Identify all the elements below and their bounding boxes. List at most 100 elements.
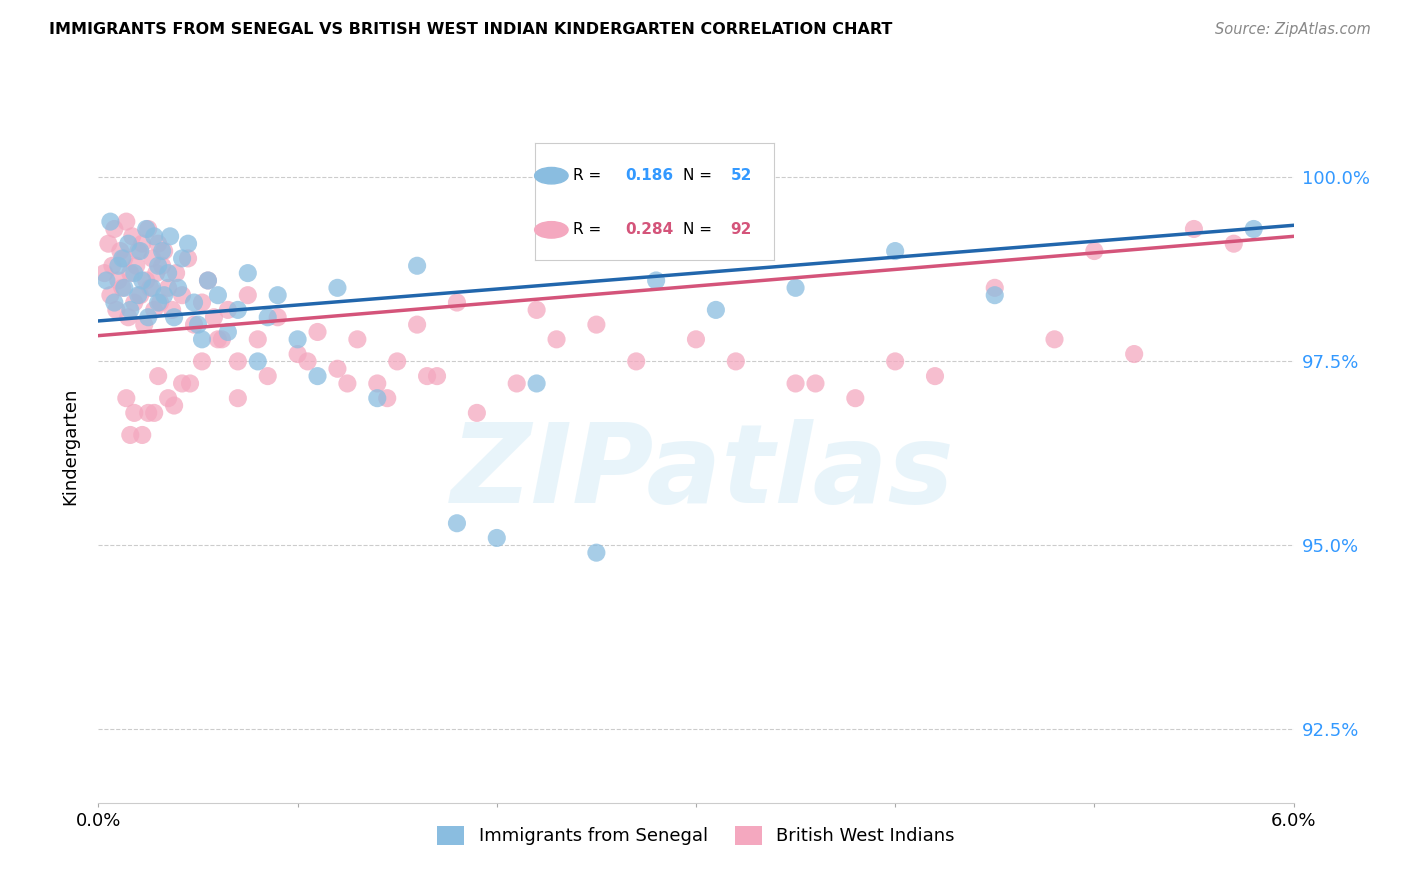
Point xyxy=(107,259,129,273)
Point xyxy=(785,376,807,391)
Text: Source: ZipAtlas.com: Source: ZipAtlas.com xyxy=(1215,22,1371,37)
Point xyxy=(202,310,225,325)
Point xyxy=(236,288,259,302)
Point xyxy=(145,266,167,280)
Point xyxy=(134,318,156,332)
Point xyxy=(785,281,807,295)
Point xyxy=(585,318,607,332)
Point xyxy=(267,310,290,325)
Point xyxy=(685,332,707,346)
Point xyxy=(226,391,249,405)
Point xyxy=(136,406,159,420)
Point xyxy=(110,244,132,258)
Point xyxy=(153,288,176,302)
Point xyxy=(585,546,607,560)
Point xyxy=(148,259,170,273)
Point xyxy=(107,273,129,287)
Point xyxy=(984,281,1007,295)
Point xyxy=(297,354,319,368)
Point xyxy=(112,281,135,295)
Point xyxy=(416,369,439,384)
Point xyxy=(112,252,135,266)
Point xyxy=(179,376,201,391)
Point xyxy=(143,302,166,317)
Point xyxy=(157,391,180,405)
Point xyxy=(217,302,239,317)
Point xyxy=(124,295,146,310)
Point xyxy=(98,214,122,228)
Point xyxy=(96,273,118,287)
Point xyxy=(645,273,668,287)
Y-axis label: Kindergarten: Kindergarten xyxy=(62,387,80,505)
Point xyxy=(157,281,180,295)
Point xyxy=(97,236,120,251)
Point xyxy=(426,369,449,384)
Point xyxy=(117,310,139,325)
Point xyxy=(1243,222,1265,236)
Point xyxy=(177,236,200,251)
Point xyxy=(226,354,249,368)
Point xyxy=(287,332,309,346)
Point xyxy=(93,266,115,280)
Point xyxy=(159,229,181,244)
Point xyxy=(172,252,194,266)
Point xyxy=(207,332,229,346)
Point xyxy=(1123,347,1146,361)
Point xyxy=(163,399,186,413)
Point xyxy=(287,347,309,361)
Point xyxy=(150,244,173,258)
Point xyxy=(207,288,229,302)
Point xyxy=(246,332,269,346)
Point xyxy=(307,325,329,339)
Point xyxy=(465,406,488,420)
Point xyxy=(267,288,290,302)
Point xyxy=(135,273,157,287)
Point xyxy=(246,354,269,368)
Point xyxy=(197,273,219,287)
Point xyxy=(103,222,125,236)
Point xyxy=(406,259,429,273)
Point xyxy=(120,302,142,317)
Point xyxy=(127,244,149,258)
Point xyxy=(163,310,186,325)
Point xyxy=(724,354,747,368)
Point xyxy=(446,295,468,310)
Point xyxy=(167,281,190,295)
Point xyxy=(626,354,648,368)
Point xyxy=(211,332,233,346)
Point xyxy=(124,406,146,420)
Point xyxy=(127,288,149,302)
Point xyxy=(366,391,388,405)
Point xyxy=(111,252,134,266)
Point xyxy=(125,259,148,273)
Point xyxy=(135,222,157,236)
Point xyxy=(307,369,329,384)
Point xyxy=(157,266,180,280)
Point xyxy=(136,222,159,236)
Point xyxy=(148,236,170,251)
Point xyxy=(98,288,122,302)
Legend: Immigrants from Senegal, British West Indians: Immigrants from Senegal, British West In… xyxy=(427,816,965,855)
Point xyxy=(187,318,209,332)
Point xyxy=(844,391,866,405)
Point xyxy=(101,259,124,273)
Point xyxy=(143,406,166,420)
Point xyxy=(120,266,142,280)
Point xyxy=(124,266,146,280)
Point xyxy=(121,229,143,244)
Point xyxy=(117,236,139,251)
Point xyxy=(1083,244,1105,258)
Point xyxy=(115,391,138,405)
Point xyxy=(103,295,125,310)
Point xyxy=(149,295,172,310)
Point xyxy=(326,361,349,376)
Point xyxy=(1223,236,1246,251)
Point xyxy=(183,318,205,332)
Point xyxy=(131,236,153,251)
Point xyxy=(129,288,152,302)
Point xyxy=(1182,222,1205,236)
Point xyxy=(1043,332,1066,346)
Point xyxy=(326,281,349,295)
Point xyxy=(153,244,176,258)
Point xyxy=(141,281,163,295)
